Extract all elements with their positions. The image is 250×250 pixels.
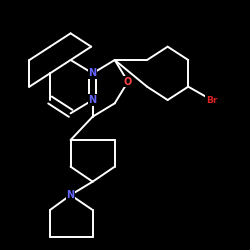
- Text: N: N: [66, 190, 75, 200]
- Text: N: N: [88, 95, 97, 105]
- Text: O: O: [124, 77, 132, 87]
- Text: N: N: [88, 68, 97, 78]
- Text: Br: Br: [206, 96, 218, 104]
